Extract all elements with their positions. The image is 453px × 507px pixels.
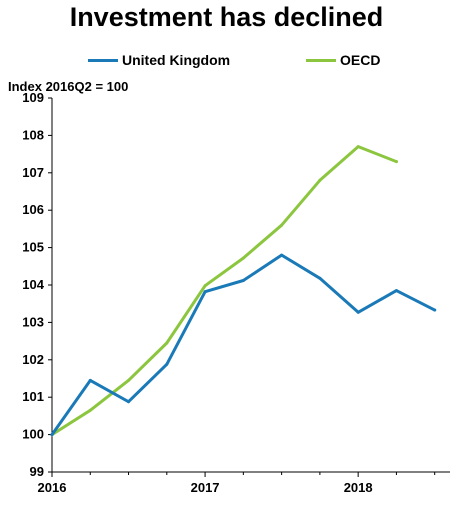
legend-item-uk: United Kingdom xyxy=(88,52,230,68)
y-tick-label-103: 103 xyxy=(22,314,44,329)
x-tick-label-2017: 2017 xyxy=(191,480,220,495)
data-point-oecd xyxy=(165,341,169,345)
legend-swatch-uk xyxy=(88,58,118,62)
chart-title: Investment has declined xyxy=(69,2,384,32)
y-tick-label-101: 101 xyxy=(22,389,44,404)
data-point-oecd xyxy=(356,145,360,149)
series-line-oecd xyxy=(50,145,398,437)
data-point-oecd xyxy=(280,223,284,227)
y-tick-label-108: 108 xyxy=(22,127,44,142)
x-tick-label-2016: 2016 xyxy=(38,480,67,495)
legend-label-oecd: OECD xyxy=(340,52,381,68)
data-point-united-kingdom xyxy=(318,276,322,280)
y-tick-label-102: 102 xyxy=(22,352,44,367)
y-tick-label-106: 106 xyxy=(22,202,44,217)
data-point-united-kingdom xyxy=(127,400,131,404)
data-point-united-kingdom xyxy=(356,310,360,314)
data-point-oecd xyxy=(203,284,207,288)
legend-swatch-oecd xyxy=(306,58,336,62)
data-point-united-kingdom xyxy=(203,290,207,294)
data-point-united-kingdom xyxy=(280,253,284,257)
data-point-united-kingdom xyxy=(165,362,169,366)
series-line-united-kingdom xyxy=(50,253,437,437)
y-tick-label-105: 105 xyxy=(22,240,44,255)
y-tick-label-109: 109 xyxy=(22,90,44,105)
data-point-united-kingdom xyxy=(433,308,437,312)
data-point-oecd xyxy=(127,378,131,382)
data-point-oecd xyxy=(318,178,322,182)
y-tick-label-107: 107 xyxy=(22,165,44,180)
data-point-oecd xyxy=(88,408,92,412)
y-tick-label-99: 99 xyxy=(30,464,44,479)
legend-label-uk: United Kingdom xyxy=(122,52,231,68)
data-point-oecd xyxy=(241,256,245,260)
x-tick-label-2018: 2018 xyxy=(344,480,373,495)
y-tick-label-100: 100 xyxy=(22,427,44,442)
legend-item-oecd: OECD xyxy=(306,52,380,68)
data-point-oecd xyxy=(394,160,398,164)
y-axis-unit-label: Index 2016Q2 = 100 xyxy=(8,79,129,94)
data-point-united-kingdom xyxy=(50,433,54,437)
legend: United Kingdom OECD xyxy=(0,52,453,72)
data-point-united-kingdom xyxy=(394,289,398,293)
y-tick-label-104: 104 xyxy=(22,277,44,292)
data-point-united-kingdom xyxy=(88,378,92,382)
data-point-united-kingdom xyxy=(241,279,245,283)
